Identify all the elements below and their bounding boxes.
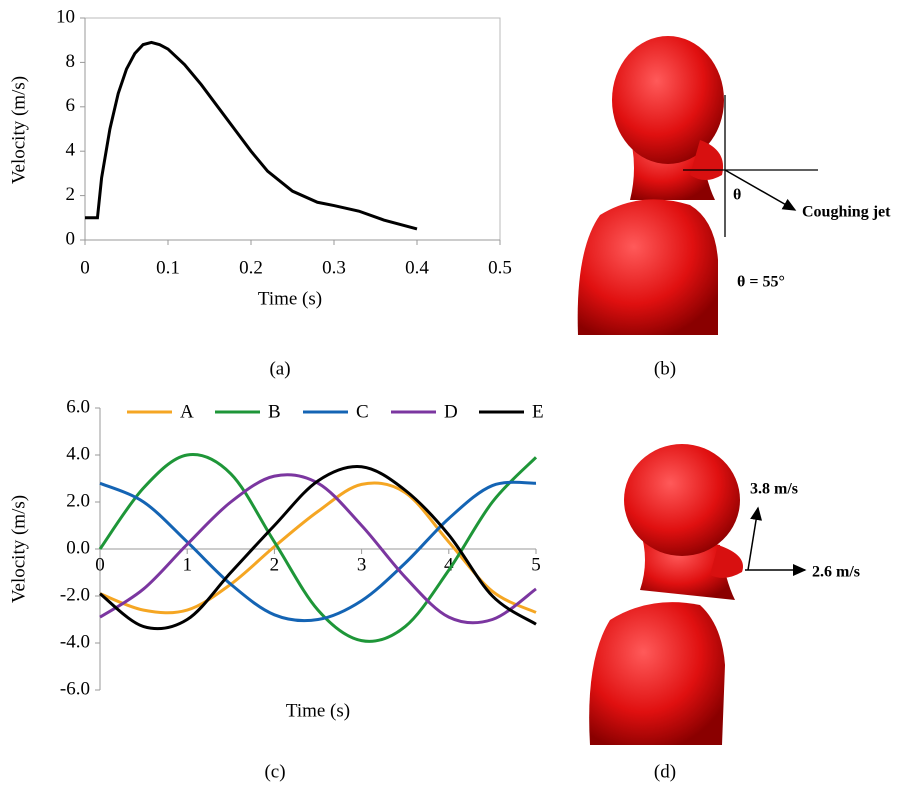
y-tick-label: -4.0: [60, 631, 90, 652]
y-tick-label: 6.0: [66, 396, 90, 417]
chart: -6.0 -4.0 -2.0 0.0 2.0 4.0 6.0 0 1 2 3 4 5 A B C D E Time …: [8, 396, 543, 782]
y-tick-label: 10: [56, 6, 75, 27]
caption: (a): [269, 358, 290, 379]
y-axis-title: Velocity (m/s): [8, 495, 29, 603]
x-tick-label: 0.3: [322, 257, 346, 278]
panel-d: 3.8 m/s 2.6 m/s (d): [589, 444, 860, 782]
y-tick-label: 0: [66, 228, 76, 249]
legend-label: B: [268, 401, 281, 422]
x-tick-label: 0.1: [156, 257, 180, 278]
vertical-label: 3.8 m/s: [750, 481, 798, 498]
series-line: [99, 473, 537, 625]
y-tick-label: -6.0: [60, 678, 90, 699]
series-line: [85, 40, 418, 231]
face: [710, 545, 743, 578]
chart: 0 2 4 6 8 10 0 0.1 0.2 0.3 0.4 0.5 Time (s) Velocity …: [8, 6, 512, 379]
x-tick-label: 5: [531, 554, 541, 575]
series-line: [99, 481, 537, 615]
angle-label: θ = 55°: [737, 274, 785, 291]
jet-label: Coughing jet: [802, 204, 891, 221]
series-line: [98, 453, 538, 643]
angle-symbol: θ: [733, 187, 741, 204]
x-tick-label: 0.5: [488, 257, 512, 278]
y-tick-label: 8: [66, 51, 76, 72]
head: [624, 444, 740, 556]
x-axis-title: Time (s): [286, 700, 350, 721]
vertical-arrow: [747, 506, 763, 571]
legend-label: D: [444, 401, 458, 422]
y-tick-label: 2: [66, 184, 76, 205]
x-tick-label: 0: [95, 554, 105, 575]
jet-arrow: [724, 169, 797, 211]
x-tick-label: 3: [357, 554, 367, 575]
horizontal-label: 2.6 m/s: [812, 564, 860, 581]
plot-frame: [84, 17, 501, 241]
shoulder: [577, 199, 718, 335]
y-tick-label: 2.0: [66, 490, 90, 511]
y-axis-title: Velocity (m/s): [8, 76, 29, 184]
x-tick-label: 2: [270, 554, 280, 575]
y-tick-label: 4: [66, 140, 76, 161]
x-tick-label: 1: [182, 554, 192, 575]
caption: (d): [654, 761, 676, 782]
x-tick-label: 0: [80, 257, 90, 278]
panel-b: θ Coughing jet θ = 55° (b): [577, 36, 891, 379]
legend-label: C: [356, 401, 369, 422]
caption: (b): [654, 358, 676, 379]
shoulder: [589, 602, 725, 745]
y-tick-label: 6: [66, 95, 76, 116]
x-tick-label: 0.2: [239, 257, 263, 278]
legend-label: E: [532, 401, 544, 422]
y-tick-label: 4.0: [66, 443, 90, 464]
x-tick-label: 0.4: [405, 257, 429, 278]
y-tick-label: 0.0: [66, 537, 90, 558]
y-tick-label: -2.0: [60, 584, 90, 605]
legend-label: A: [180, 401, 194, 422]
series-line: [99, 480, 537, 623]
head: [612, 36, 724, 164]
series-line: [99, 465, 537, 631]
caption: (c): [264, 761, 285, 782]
x-tick-label: 4: [444, 554, 454, 575]
x-axis-title: Time (s): [258, 288, 322, 309]
